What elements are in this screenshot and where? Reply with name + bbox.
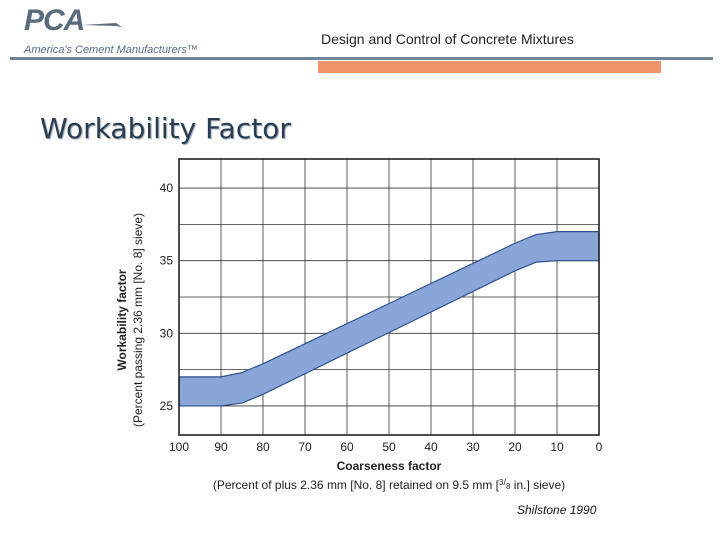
x-tick-label: 90 xyxy=(214,440,228,454)
logo-tagline: America's Cement Manufacturers™ xyxy=(24,44,198,56)
y-tick-label: 25 xyxy=(160,399,174,413)
x-tick-label: 70 xyxy=(298,440,312,454)
y-tick-label: 35 xyxy=(160,254,174,268)
logo-wordmark: PCA xyxy=(24,4,85,37)
x-tick-label: 80 xyxy=(256,440,270,454)
plot-frame xyxy=(178,158,600,436)
y-axis-sublabel: (Percent passing 2.36 mm [No. 8] sieve) xyxy=(131,213,145,427)
header-divider xyxy=(10,57,713,60)
y-tick-label: 40 xyxy=(160,181,174,195)
x-axis-label: Coarseness factor xyxy=(337,459,442,473)
x-axis-sublabel: (Percent of plus 2.36 mm [No. 8] retaine… xyxy=(213,477,565,492)
x-tick-label: 40 xyxy=(424,440,438,454)
x-tick-label: 20 xyxy=(508,440,522,454)
y-axis-label: Workability factor xyxy=(115,269,129,370)
x-tick-label: 50 xyxy=(382,440,396,454)
x-tick-label: 100 xyxy=(169,440,189,454)
presentation-title: Design and Control of Concrete Mixtures xyxy=(321,31,574,47)
header-accent-bar xyxy=(318,61,661,73)
x-tick-label: 0 xyxy=(596,440,603,454)
logo-swoosh-icon xyxy=(82,23,122,27)
x-tick-label: 60 xyxy=(340,440,354,454)
x-tick-label: 30 xyxy=(466,440,480,454)
slide-title: Workability Factor xyxy=(40,112,291,145)
y-tick-label: 30 xyxy=(160,326,174,340)
pca-logo: PCA America's Cement Manufacturers™ xyxy=(24,4,204,58)
x-tick-label: 10 xyxy=(550,440,564,454)
source-credit: Shilstone 1990 xyxy=(517,503,597,517)
